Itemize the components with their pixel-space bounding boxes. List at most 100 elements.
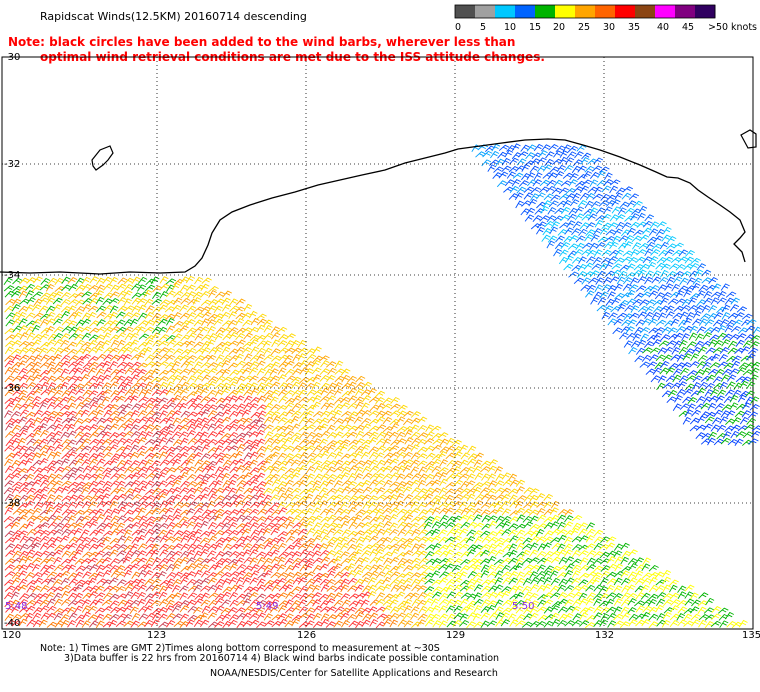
wind-barb bbox=[146, 306, 155, 313]
wind-barb bbox=[622, 551, 631, 557]
wind-barb bbox=[278, 606, 287, 613]
wind-barb bbox=[417, 454, 427, 459]
wind-barb bbox=[588, 187, 598, 193]
wind-barb bbox=[207, 558, 217, 564]
wind-barb bbox=[370, 620, 378, 627]
wind-barb bbox=[475, 537, 483, 544]
wind-barb bbox=[249, 460, 257, 467]
wind-barb bbox=[716, 396, 725, 402]
wind-barb bbox=[576, 243, 585, 249]
wind-barb bbox=[529, 594, 538, 600]
wind-barb bbox=[200, 494, 209, 501]
wind-barb bbox=[564, 550, 572, 557]
wind-barb bbox=[536, 227, 544, 234]
wind-barb bbox=[166, 389, 175, 396]
wind-barb bbox=[361, 558, 370, 565]
wind-barb bbox=[494, 585, 503, 591]
wind-barb bbox=[544, 552, 554, 558]
wind-barb bbox=[194, 424, 203, 431]
wind-barb bbox=[495, 488, 505, 494]
wind-barb bbox=[19, 556, 27, 563]
wind-barb bbox=[558, 593, 567, 599]
lon-label-132: 132 bbox=[595, 630, 614, 641]
wind-barb bbox=[166, 438, 175, 445]
wind-barb bbox=[527, 173, 535, 180]
wind-barb bbox=[236, 299, 245, 305]
wind-barb bbox=[608, 621, 616, 628]
map-title: Rapidscat Winds(12.5KM) 20160714 descend… bbox=[40, 10, 307, 23]
wind-barb bbox=[68, 516, 76, 523]
wind-barb bbox=[272, 480, 281, 487]
wind-barb bbox=[708, 306, 717, 313]
wind-barb bbox=[652, 271, 661, 278]
wind-barb bbox=[151, 377, 161, 382]
wind-barb bbox=[82, 487, 90, 494]
wind-barb bbox=[537, 524, 547, 529]
wind-barb bbox=[222, 600, 231, 606]
wind-barb bbox=[46, 306, 55, 313]
wind-barb bbox=[512, 180, 521, 187]
wind-barb bbox=[440, 460, 448, 467]
wind-barb bbox=[713, 284, 722, 291]
wind-barb bbox=[595, 221, 604, 228]
wind-barb bbox=[138, 529, 147, 535]
wind-barb bbox=[684, 389, 693, 395]
wind-barb bbox=[264, 348, 272, 355]
wind-barb bbox=[5, 411, 13, 418]
wind-barb bbox=[5, 459, 13, 466]
wind-barb bbox=[384, 432, 392, 439]
wind-barb bbox=[145, 440, 155, 445]
wind-barb bbox=[82, 319, 91, 325]
wind-barb bbox=[368, 578, 376, 585]
pass-time-label: 5:50 bbox=[512, 601, 534, 612]
wind-barb bbox=[291, 416, 299, 423]
wind-barb bbox=[158, 473, 166, 480]
wind-barb bbox=[229, 453, 238, 459]
wind-barb bbox=[111, 417, 120, 423]
wind-barb bbox=[432, 592, 441, 598]
wind-barb bbox=[160, 355, 170, 361]
wind-barb bbox=[307, 355, 316, 361]
coastline bbox=[0, 139, 745, 274]
wind-barb bbox=[180, 453, 189, 459]
wind-barb bbox=[292, 587, 302, 593]
wind-barb bbox=[569, 180, 578, 187]
wind-barb bbox=[391, 424, 399, 431]
wind-barb bbox=[482, 516, 491, 523]
wind-barb bbox=[466, 481, 475, 487]
wind-barb bbox=[13, 326, 22, 332]
wind-barb bbox=[581, 285, 591, 291]
footer-credit: NOAA/NESDIS/Center for Satellite Applica… bbox=[210, 668, 498, 679]
wind-barb bbox=[291, 433, 301, 438]
wind-barb bbox=[26, 412, 36, 418]
wind-barb bbox=[195, 356, 204, 362]
wind-barb bbox=[19, 430, 27, 437]
wind-barb bbox=[335, 425, 345, 431]
wind-barb bbox=[223, 291, 232, 297]
wind-barb bbox=[516, 530, 525, 536]
wind-barb bbox=[32, 402, 40, 409]
wind-barb bbox=[5, 341, 15, 347]
wind-barb bbox=[137, 452, 146, 459]
wind-barb bbox=[300, 489, 310, 494]
wind-barb bbox=[264, 543, 273, 550]
wind-barb bbox=[446, 550, 454, 557]
wind-barb bbox=[601, 194, 610, 200]
wind-barb bbox=[383, 606, 392, 612]
wind-barb bbox=[389, 544, 399, 549]
wind-barb bbox=[137, 376, 147, 382]
wind-barb bbox=[691, 354, 699, 361]
wind-barb bbox=[96, 404, 105, 410]
wind-barb bbox=[47, 599, 55, 606]
wind-barb bbox=[603, 278, 611, 285]
wind-barb bbox=[425, 488, 434, 494]
wind-barb bbox=[570, 200, 579, 206]
wind-barb bbox=[208, 578, 217, 584]
wind-barb bbox=[124, 510, 133, 516]
wind-barb bbox=[270, 495, 279, 501]
wind-barb bbox=[5, 466, 13, 473]
wind-barb bbox=[272, 615, 282, 620]
wind-barb bbox=[307, 405, 317, 411]
wind-barb bbox=[349, 594, 359, 599]
wind-barb bbox=[516, 537, 525, 543]
